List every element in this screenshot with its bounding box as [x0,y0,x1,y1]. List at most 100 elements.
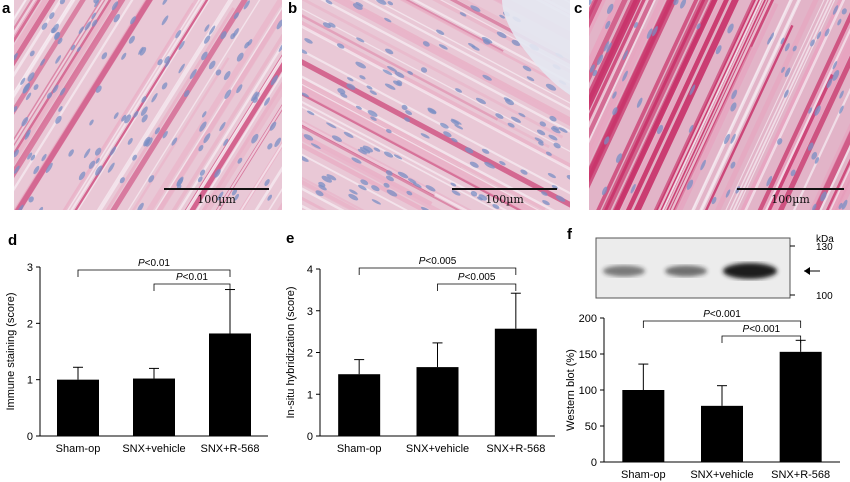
muscle-fiber [47,57,230,210]
nucleus [507,122,515,128]
y-tick-label: 0 [591,457,597,469]
nucleus [208,60,216,70]
nucleus [832,5,839,15]
fiber-group [589,0,850,210]
nucleus [438,44,448,50]
nucleus [811,151,818,160]
nucleus [217,191,224,201]
nucleus [93,0,99,4]
nucleus [50,27,56,34]
nucleus [325,0,333,5]
bar [622,390,665,462]
bar [57,379,99,436]
nucleus [401,104,408,111]
nucleus [820,191,827,202]
nucleus [21,117,29,127]
nucleus [780,37,785,45]
nucleus [203,35,211,44]
fiber-gap [660,0,850,210]
panel-letter-e: e [286,230,295,247]
nucleus [94,147,102,156]
muscle-fiber [302,0,570,185]
muscle-fiber [14,0,122,210]
p-value-label: P<0.001 [703,309,741,320]
muscle-fiber [589,0,696,210]
fiber-gap [302,0,570,170]
nucleus [214,168,221,178]
y-tick-label: 1 [27,375,33,387]
muscle-fiber [593,0,820,210]
fiber-gap [121,0,282,210]
nucleus [356,37,365,43]
muscle-fiber [302,28,570,210]
nucleus [154,127,161,135]
nucleus [29,50,35,57]
nucleus [542,200,550,206]
muscle-fiber [14,0,216,210]
muscle-fiber [302,40,546,210]
nucleus [566,174,570,180]
nucleus [145,137,153,147]
nucleus [464,147,474,154]
muscle-fiber [589,0,752,210]
nucleus [302,49,308,54]
nucleus [95,85,102,93]
muscle-fiber [745,0,850,210]
nucleus [605,20,611,29]
nucleus [724,133,731,145]
nucleus [612,91,617,99]
nucleus [141,114,148,123]
nucleus [422,41,430,47]
nucleus [405,110,413,116]
nucleus [267,194,273,201]
nucleus [83,148,91,159]
nucleus [148,175,155,183]
nucleus [766,175,773,187]
blot-band [665,265,707,277]
nucleus [27,152,33,160]
fiber-gap [302,65,570,210]
blot-band [723,263,777,279]
nucleus [302,92,309,98]
fiber-gap [14,0,282,210]
nucleus [199,169,206,176]
blot-band [603,265,645,277]
muscle-fiber [302,0,570,138]
significance-bracket [77,269,231,277]
nucleus [215,69,222,76]
muscle-fiber [14,0,178,210]
nucleus [243,0,250,10]
nucleus [84,21,92,31]
nucleus [54,32,61,40]
nucleus [264,97,270,106]
nucleus [596,54,604,66]
chart-in-situ-hybridization: 0 1 2 3 4 In-situ hybridization (score) Sham-o… [285,256,555,455]
nucleus [57,37,63,45]
nucleus [407,70,414,75]
nucleus [14,105,18,113]
nucleus [270,75,279,86]
nucleus [534,137,544,143]
nucleus [40,58,46,66]
x-tick-label: SNX+vehicle [406,443,469,455]
muscle-fiber [663,24,794,210]
p-value-label: P<0.01 [176,272,208,283]
nucleus [355,1,364,7]
nucleus [636,97,643,108]
nucleus [346,83,356,90]
nucleus [139,47,147,56]
nucleus [440,122,449,129]
muscle-fiber [631,2,779,210]
nucleus [128,35,135,44]
significance-bracket [721,335,802,343]
nucleus [274,137,282,148]
nucleus [33,165,40,175]
fiber-gap [94,0,282,210]
muscle-fiber [589,0,638,210]
nucleus [237,157,243,164]
nucleus [45,162,53,173]
nucleus [545,151,552,156]
nucleus [686,179,694,190]
nucleus [832,60,838,70]
